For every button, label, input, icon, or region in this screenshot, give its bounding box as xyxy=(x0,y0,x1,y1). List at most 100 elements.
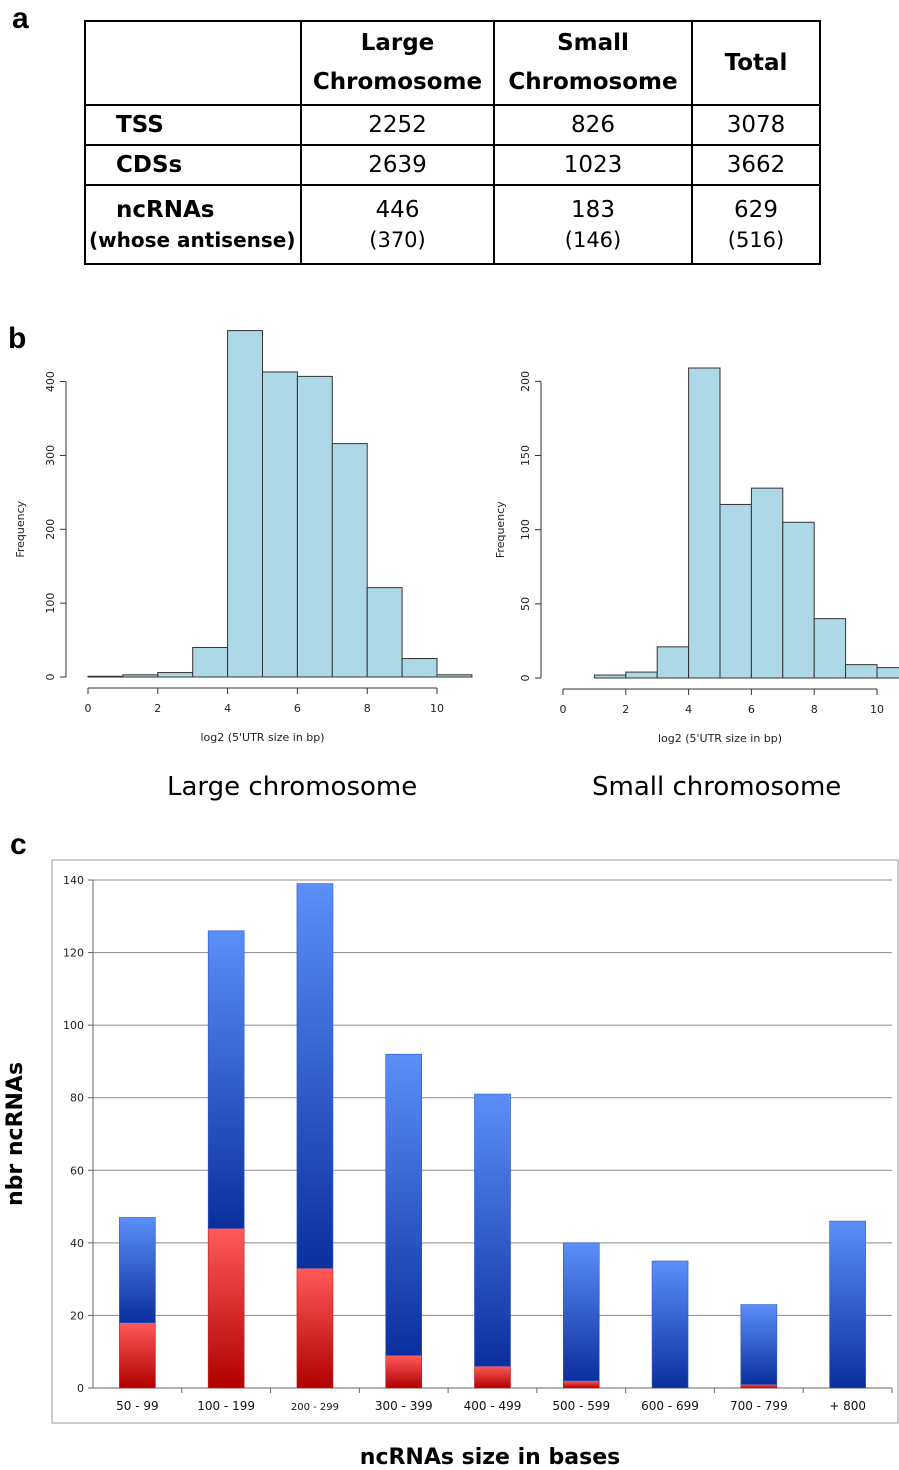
col-header-total: Total xyxy=(691,20,821,106)
bar-chart-y-tick-label: 140 xyxy=(63,874,84,887)
hist-small-bar xyxy=(845,664,878,679)
bar-chart-y-tick-label: 20 xyxy=(70,1309,84,1322)
bar-chart-category-label: 300 - 399 xyxy=(375,1399,433,1413)
bar-chart-y-tick-label: 0 xyxy=(77,1382,84,1395)
hist-small-x-tick-label: 0 xyxy=(560,703,567,716)
ncrna-size-bar-chart: 0 20 40 60 80 100 120 140 50 - 99 100 - 199 200 - … xyxy=(3,859,899,1470)
bar-segment-other xyxy=(207,930,245,1229)
bar-chart-y-tick-label: 120 xyxy=(63,947,84,960)
hist-large-x-axis-title: log2 (5'UTR size in bp) xyxy=(200,731,324,744)
hist-small-y-tick-label: 0 xyxy=(519,675,532,682)
bar-chart-category-label: 500 - 599 xyxy=(552,1399,610,1413)
hist-small-bar xyxy=(625,671,658,679)
col-header-small: Small Chromosome xyxy=(493,20,693,106)
hist-small-y-axis-title: Frequency xyxy=(494,501,507,558)
bar-chart-frame xyxy=(51,859,899,1424)
hist-large-bar xyxy=(262,371,298,678)
hist-small-bar xyxy=(593,674,627,679)
col-header-small-line2: Chromosome xyxy=(508,69,678,95)
hist-small-x-tick-label: 8 xyxy=(811,703,818,716)
cell-ncrnas-total-value: 629 xyxy=(734,196,778,223)
cell-tss-total: 3078 xyxy=(691,104,821,146)
cell-tss-small: 826 xyxy=(493,104,693,146)
hist-large-bar xyxy=(122,674,159,678)
table-corner-cell xyxy=(84,20,302,106)
hist-large-bar xyxy=(436,674,473,678)
hist-small-x-tick-label: 4 xyxy=(685,703,692,716)
bar-chart-category-label: 700 - 799 xyxy=(730,1399,788,1413)
cell-ncrnas-small: 183 (146) xyxy=(493,184,693,265)
cell-tss-large: 2252 xyxy=(300,104,495,146)
row-label-ncrnas-main: ncRNAs xyxy=(116,196,215,223)
hist-large-y-tick-label: 100 xyxy=(44,593,57,614)
bar-chart-y-tick-label: 40 xyxy=(70,1237,84,1250)
col-header-large-line2: Chromosome xyxy=(312,69,483,95)
hist-large-x-tick-label: 2 xyxy=(154,702,161,715)
cell-ncrnas-total-antisense: (516) xyxy=(727,227,785,252)
hist-small-x-tick-label: 10 xyxy=(870,703,884,716)
bar-segment-other xyxy=(296,883,334,1269)
hist-large-bar xyxy=(401,658,438,678)
bar-chart-y-tick-label: 100 xyxy=(63,1019,84,1032)
bar-chart-category-label: + 800 xyxy=(829,1399,866,1413)
table-header-row: Large Chromosome Small Chromosome Total xyxy=(84,20,821,106)
row-label-ncrnas-sub: (whose antisense) xyxy=(89,227,296,252)
bar-segment-other xyxy=(474,1093,511,1367)
hist-small-x-axis-title: log2 (5'UTR size in bp) xyxy=(658,732,782,745)
bar-segment-other xyxy=(385,1053,423,1356)
bar-segment-antisense xyxy=(474,1365,511,1389)
row-label-ncrnas: ncRNAs (whose antisense) xyxy=(84,184,302,265)
bar-segment-antisense xyxy=(562,1380,600,1389)
hist-large-x-tick-label: 8 xyxy=(364,702,371,715)
caption-large-chromosome: Large chromosome xyxy=(167,772,418,802)
summary-table: Large Chromosome Small Chromosome Total … xyxy=(84,20,821,265)
hist-small-y-tick-label: 150 xyxy=(519,445,532,466)
hist-small-bar xyxy=(813,618,847,679)
cell-ncrnas-large-value: 446 xyxy=(375,196,420,223)
bar-segment-antisense xyxy=(119,1322,156,1389)
hist-large-y-tick-label: 300 xyxy=(44,445,57,466)
table-row: CDSs 2639 1023 3662 xyxy=(84,144,821,186)
hist-small-y-tick-label: 100 xyxy=(519,519,532,540)
col-header-large: Large Chromosome xyxy=(300,20,495,106)
cell-ncrnas-large: 446 (370) xyxy=(300,184,495,265)
cell-cdss-small: 1023 xyxy=(493,144,693,186)
cell-ncrnas-small-value: 183 xyxy=(571,196,615,223)
hist-small-y-tick-label: 50 xyxy=(519,597,532,611)
cell-cdss-large: 2639 xyxy=(300,144,495,186)
hist-large-bar xyxy=(227,330,264,678)
hist-small-bar xyxy=(688,367,721,679)
bar-segment-antisense xyxy=(207,1228,245,1389)
table-row: TSS 2252 826 3078 xyxy=(84,104,821,146)
hist-large-bar xyxy=(366,587,403,678)
caption-small-chromosome: Small chromosome xyxy=(592,772,842,802)
hist-large-bar xyxy=(87,675,124,678)
hist-small-bar xyxy=(719,503,752,679)
bar-segment-antisense xyxy=(740,1384,778,1389)
hist-small-bar xyxy=(750,487,784,679)
bar-segment-antisense xyxy=(296,1267,334,1389)
hist-small-x-tick-label: 6 xyxy=(748,703,755,716)
hist-small-bar xyxy=(876,667,899,679)
bar-segment-other xyxy=(829,1220,866,1389)
col-header-small-line1: Small xyxy=(557,30,629,56)
bar-segment-other xyxy=(740,1304,778,1385)
hist-large-x-tick-label: 4 xyxy=(224,702,231,715)
panel-b-label: b xyxy=(8,322,27,355)
bar-chart-x-axis-title: ncRNAs size in bases xyxy=(360,1445,620,1470)
bar-chart-category-label: 100 - 199 xyxy=(197,1399,255,1413)
bar-segment-other xyxy=(651,1260,689,1389)
cell-cdss-total: 3662 xyxy=(691,144,821,186)
hist-large-x-tick-label: 10 xyxy=(430,702,444,715)
panel-c-label: c xyxy=(10,828,27,861)
hist-large-y-axis-title: Frequency xyxy=(14,500,27,557)
cell-ncrnas-small-antisense: (146) xyxy=(564,227,622,252)
bar-chart-category-label: 200 - 299 xyxy=(291,1402,339,1413)
hist-large-bar xyxy=(296,375,333,678)
hist-large-x-tick-label: 6 xyxy=(294,702,301,715)
hist-large-y-tick-label: 0 xyxy=(44,674,57,681)
table-row: ncRNAs (whose antisense) 446 (370) 183 (… xyxy=(84,184,821,265)
